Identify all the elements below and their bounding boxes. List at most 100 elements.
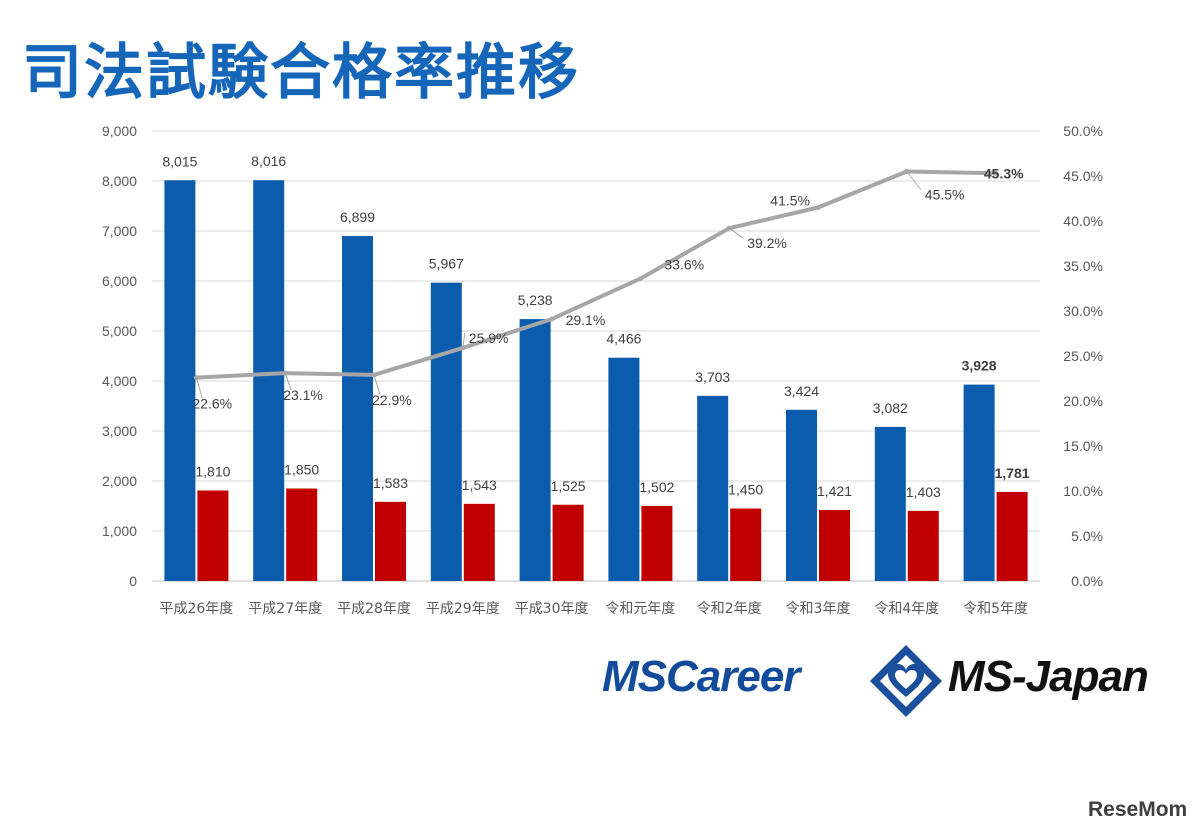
examinee-bar [697, 395, 729, 581]
examinee-bar [874, 426, 906, 581]
left-axis-tick: 3,000 [102, 423, 137, 439]
ms-heart-diamond-icon [870, 645, 942, 717]
examinee-bar [519, 319, 551, 581]
examinee-label: 3,928 [962, 358, 997, 374]
left-axis-tick: 2,000 [102, 473, 137, 489]
right-axis-tick: 25.0% [1063, 348, 1103, 364]
pass-rate-point [637, 276, 643, 282]
examinee-bar [963, 384, 995, 581]
leader-line [728, 227, 744, 239]
category-label: 令和4年度 [874, 601, 939, 617]
left-axis-ticks: 0 1,000 2,000 3,000 4,000 5,000 6,000 7,000 8,00… [102, 123, 137, 589]
passer-label: 1,450 [728, 482, 763, 498]
passer-label: 1,583 [373, 475, 408, 491]
examinee-label: 3,703 [695, 369, 730, 385]
examinee-bar [608, 357, 640, 581]
passer-bar [286, 488, 318, 581]
left-axis-tick: 4,000 [102, 373, 137, 389]
pass-rate-point [815, 205, 821, 210]
category-label: 平成27年度 [248, 601, 322, 617]
right-axis-tick: 35.0% [1063, 258, 1103, 274]
passer-bar [730, 508, 762, 581]
examinee-label: 8,015 [162, 153, 197, 169]
category-label: 令和3年度 [786, 601, 851, 617]
passer-bar [552, 504, 584, 581]
passer-label: 1,421 [817, 483, 852, 499]
bars [164, 180, 1028, 582]
examinee-label: 3,424 [784, 383, 819, 399]
examinee-bar [164, 180, 196, 581]
left-axis-tick: 9,000 [102, 123, 137, 139]
leader-line [284, 372, 292, 391]
passer-label: 1,502 [639, 479, 674, 495]
examinee-label: 4,466 [606, 331, 641, 347]
pass-rate-label: 22.9% [372, 392, 412, 408]
passer-bar [641, 505, 673, 581]
right-axis-tick: 5.0% [1071, 528, 1103, 544]
resemom-watermark: ReseMom [1088, 798, 1188, 821]
passer-label: 1,403 [906, 484, 941, 500]
msjapan-logo: MS-Japan [948, 652, 1149, 701]
right-axis-tick: 0.0% [1071, 573, 1103, 589]
pass-rate-line [193, 169, 999, 399]
mscareer-logo: MSCareer [602, 652, 800, 701]
right-axis-tick: 45.0% [1063, 168, 1103, 184]
pass-rate-label: 41.5% [770, 193, 810, 209]
right-axis-tick: 50.0% [1063, 123, 1103, 139]
pass-rate-label: 22.6% [192, 396, 232, 412]
examinee-label: 5,238 [518, 292, 553, 308]
left-axis-tick: 6,000 [102, 273, 137, 289]
category-label: 令和5年度 [963, 601, 1028, 617]
leader-line [195, 377, 203, 399]
examinee-bar [253, 180, 285, 581]
passer-label: 1,781 [995, 465, 1030, 481]
gridlines [152, 130, 1040, 582]
pass-rate-label: 33.6% [664, 257, 704, 273]
pass-rate-label: 29.1% [566, 312, 606, 328]
passer-label: 1,525 [551, 478, 586, 494]
chart-title: 司法試験合格率推移 [22, 38, 580, 108]
left-axis-tick: 0 [129, 573, 137, 589]
pass-rate-label: 25.9% [469, 330, 509, 346]
category-label: 平成26年度 [159, 601, 233, 617]
passer-bar [819, 509, 850, 581]
examinee-label: 3,082 [873, 400, 908, 416]
data-labels: 8,015 1,810 8,016 1,850 6,899 1,583 5,967 1,543… [162, 153, 1029, 500]
pass-rate-label: 39.2% [747, 235, 787, 251]
category-label: 平成29年度 [426, 601, 500, 617]
right-axis-tick: 10.0% [1063, 483, 1103, 499]
category-label: 平成28年度 [337, 601, 411, 617]
examinee-label: 5,967 [429, 256, 464, 272]
left-axis-tick: 1,000 [102, 523, 137, 539]
pass-rate-point [549, 316, 555, 322]
leader-line [906, 171, 922, 190]
right-axis-tick: 30.0% [1063, 303, 1103, 319]
right-axis-ticks: 0.0% 5.0% 10.0% 15.0% 20.0% 25.0% 30.0% 35.0% 40… [1063, 123, 1103, 589]
passer-bar [375, 501, 406, 581]
pass-rate-label: 45.5% [925, 187, 965, 203]
category-label: 令和元年度 [605, 601, 675, 617]
pass-rate-line-path [196, 169, 996, 380]
leader-line [462, 332, 466, 348]
category-labels: 平成26年度 平成27年度 平成28年度 平成29年度 平成30年度 令和元年度 令和2年度… [159, 601, 1028, 617]
passer-bar [463, 503, 495, 581]
examinee-bar [342, 236, 373, 582]
right-axis-tick: 40.0% [1063, 213, 1103, 229]
leader-line [373, 374, 381, 396]
passer-bar [907, 510, 939, 581]
category-label: 平成30年度 [515, 601, 589, 617]
passer-label: 1,543 [462, 477, 497, 493]
pass-rate-point [993, 170, 999, 176]
left-axis-tick: 5,000 [102, 323, 137, 339]
passer-bar [197, 490, 229, 581]
passer-label: 1,810 [195, 464, 230, 480]
right-axis-tick: 20.0% [1063, 393, 1103, 409]
category-label: 令和2年度 [697, 601, 762, 617]
examinee-bar [430, 282, 462, 581]
passer-bar [996, 491, 1028, 581]
left-axis-tick: 7,000 [102, 223, 137, 239]
passer-label: 1,850 [284, 462, 319, 478]
pass-rate-label: 23.1% [283, 387, 323, 403]
pass-rate-label: 45.3% [984, 165, 1024, 181]
